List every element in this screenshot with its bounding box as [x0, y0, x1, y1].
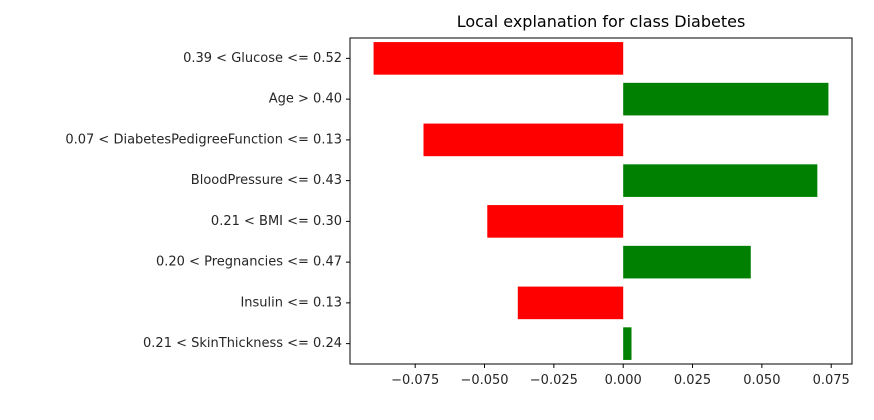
x-axis-ticks: −0.075 −0.050 −0.025 0.000 0.025 0.050 0.075 [391, 364, 850, 388]
bar [623, 82, 829, 116]
y-tick-label: 0.39 < Glucose <= 0.52 [183, 51, 342, 66]
bar [623, 327, 632, 360]
bars-layer [373, 42, 829, 360]
y-tick-label: 0.21 < SkinThickness <= 0.24 [143, 336, 342, 351]
bar [517, 286, 624, 320]
bar [623, 245, 751, 279]
bar [373, 42, 624, 75]
x-tick-label: 0.000 [605, 373, 642, 388]
x-tick-label: 0.050 [743, 373, 780, 388]
plot-frame [349, 37, 853, 365]
y-tick-label: 0.21 < BMI <= 0.30 [211, 214, 342, 229]
y-tick-label: BloodPressure <= 0.43 [191, 173, 342, 188]
x-tick-label: −0.025 [530, 373, 578, 388]
y-tick-label: Age > 0.40 [269, 92, 342, 107]
bar [487, 205, 624, 238]
y-tick-label: 0.07 < DiabetesPedigreeFunction <= 0.13 [65, 132, 342, 147]
bar [423, 123, 624, 157]
y-tick-label: Insulin <= 0.13 [240, 295, 342, 310]
x-tick-label: 0.025 [674, 373, 711, 388]
x-tick-label: −0.075 [391, 373, 439, 388]
chart-title: Local explanation for class Diabetes [457, 12, 746, 31]
x-tick-label: 0.075 [813, 373, 850, 388]
y-tick-label: 0.20 < Pregnancies <= 0.47 [156, 255, 342, 270]
bar [623, 164, 818, 197]
x-tick-label: −0.050 [460, 373, 508, 388]
y-axis-ticks: 0.39 < Glucose <= 0.52 Age > 0.40 0.07 < D… [65, 51, 350, 351]
